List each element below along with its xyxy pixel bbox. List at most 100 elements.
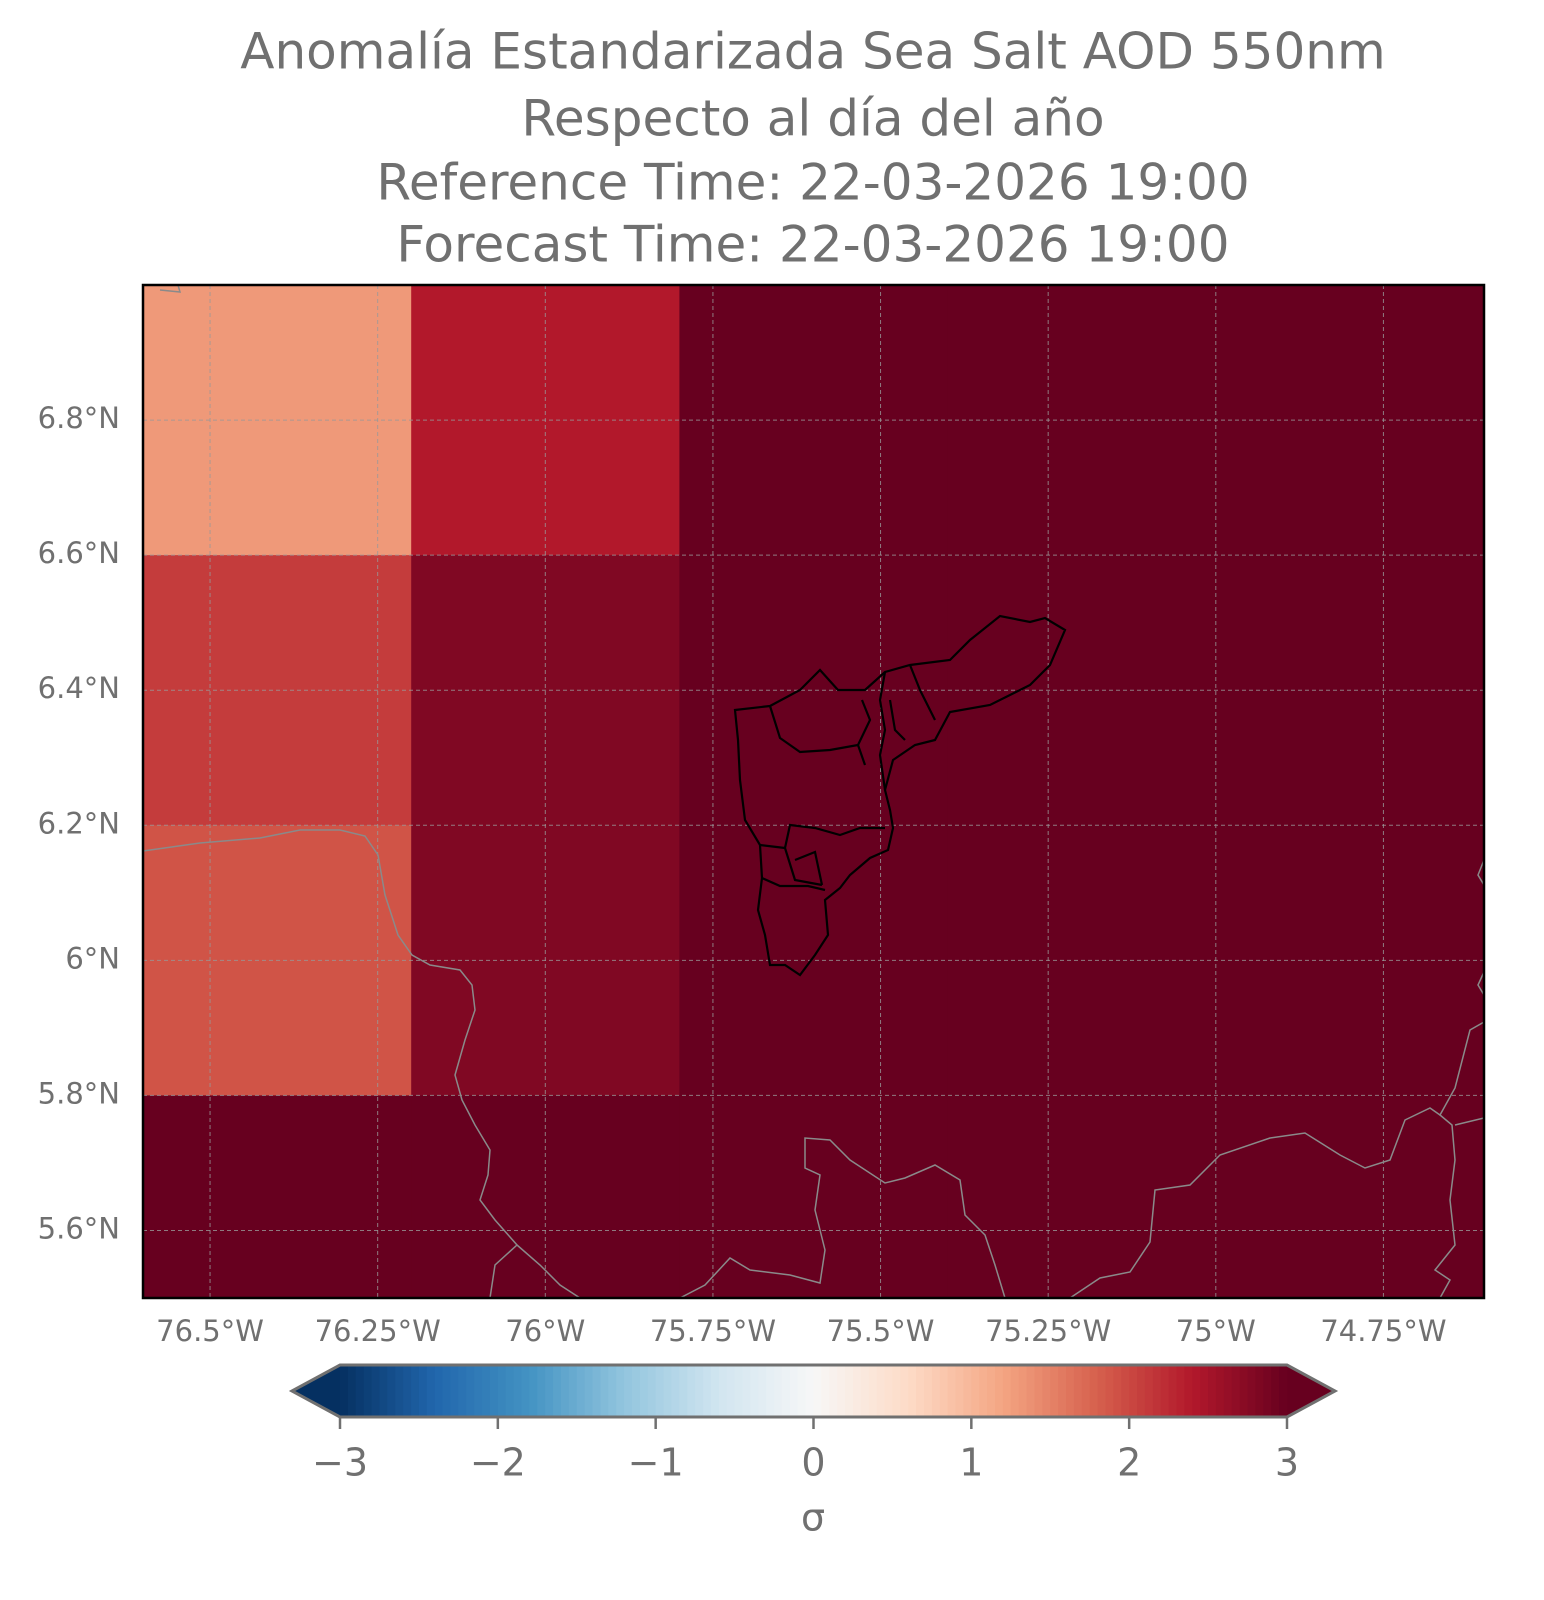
colorbar-step: [340, 1365, 349, 1417]
colorbar-step: [955, 1365, 965, 1417]
colorbar-tick-label: −1: [628, 1441, 684, 1485]
colorbar-tick-label: −3: [312, 1441, 368, 1485]
y-tick-label: 6.2°N: [38, 806, 120, 840]
x-tick-label: 75.25°W: [985, 1314, 1111, 1348]
coastline: [1477, 859, 1484, 996]
y-tick-label: 6.6°N: [38, 536, 120, 570]
colorbar-step: [553, 1365, 562, 1417]
colorbar-step: [616, 1365, 625, 1417]
colorbar-step: [639, 1365, 649, 1417]
colorbar-step: [568, 1365, 578, 1417]
colorbar-step: [1208, 1365, 1217, 1417]
colorbar-step: [426, 1365, 436, 1417]
colorbar-step: [837, 1365, 846, 1417]
colorbar-extend-high: [1287, 1365, 1335, 1417]
colorbar-step: [971, 1365, 980, 1417]
colorbar-step: [829, 1365, 838, 1417]
colorbar-step: [411, 1365, 420, 1417]
x-tick-label: 75.5°W: [827, 1314, 935, 1348]
colorbar-step: [395, 1365, 404, 1417]
colorbar-step: [1176, 1365, 1186, 1417]
border: [679, 1137, 1006, 1298]
colorbar-step: [403, 1365, 412, 1417]
colorbar-step: [1144, 1365, 1154, 1417]
colorbar-step: [703, 1365, 712, 1417]
colorbar-tick-label: 0: [801, 1441, 825, 1485]
colorbar-step: [450, 1365, 459, 1417]
colorbar-step: [995, 1365, 1004, 1417]
colorbar-step: [497, 1365, 507, 1417]
colorbar-step: [695, 1365, 704, 1417]
colorbar-step: [655, 1365, 665, 1417]
colorbar-step: [1271, 1365, 1280, 1417]
colorbar-step: [947, 1365, 957, 1417]
colorbar-step: [560, 1365, 570, 1417]
plot-frame: [141, 283, 1486, 1300]
colorbar-step: [766, 1365, 775, 1417]
border: [1069, 1021, 1484, 1298]
colorbar-step: [726, 1365, 736, 1417]
colorbar-step: [939, 1365, 949, 1417]
colorbar-step: [892, 1365, 901, 1417]
colorbar-step: [1081, 1365, 1091, 1417]
colorbar-step: [679, 1365, 688, 1417]
colorbar-step: [576, 1365, 586, 1417]
colorbar-step: [474, 1365, 483, 1417]
colorbar-step: [1231, 1365, 1241, 1417]
colorbar-step: [821, 1365, 830, 1417]
colorbar-step: [1279, 1365, 1288, 1417]
colorbar-step: [505, 1365, 515, 1417]
colorbar-step: [774, 1365, 783, 1417]
x-tick-label: 74.75°W: [1320, 1314, 1446, 1348]
title-line: Reference Time: 22-03-2026 19:00: [376, 154, 1249, 212]
border: [1454, 1117, 1484, 1126]
colorbar-step: [1026, 1365, 1036, 1417]
colorbar-step: [1168, 1365, 1178, 1417]
x-tick-label: 76.25°W: [315, 1314, 441, 1348]
colorbar-step: [529, 1365, 538, 1417]
x-tick-label: 76.5°W: [156, 1314, 264, 1348]
colorbar-step: [1129, 1365, 1138, 1417]
colorbar-step: [805, 1365, 815, 1417]
colorbar-step: [900, 1365, 909, 1417]
colorbar-step: [923, 1365, 933, 1417]
colorbar-tick-label: 2: [1117, 1441, 1141, 1485]
colorbar-step: [750, 1365, 759, 1417]
colorbar-step: [1097, 1365, 1107, 1417]
colorbar-step: [624, 1365, 633, 1417]
colorbar-step: [434, 1365, 444, 1417]
colorbar-step: [1002, 1365, 1012, 1417]
colorbar-step: [1137, 1365, 1146, 1417]
colorbar-step: [1105, 1365, 1114, 1417]
colorbar-step: [363, 1365, 373, 1417]
colorbar-step: [789, 1365, 799, 1417]
y-tick-label: 6°N: [65, 941, 120, 975]
colorbar-step: [1066, 1365, 1075, 1417]
colorbar-step: [1073, 1365, 1083, 1417]
colorbar-step: [671, 1365, 680, 1417]
colorbar-tick-label: −2: [470, 1441, 526, 1485]
colorbar-extend-low: [292, 1365, 340, 1417]
colorbar-step: [1018, 1365, 1028, 1417]
colorbar-step: [371, 1365, 381, 1417]
colorbar-step: [687, 1365, 696, 1417]
colorbar-step: [1058, 1365, 1067, 1417]
colorbar-step: [987, 1365, 996, 1417]
colorbar-step: [442, 1365, 452, 1417]
colorbar-step: [1215, 1365, 1225, 1417]
colorbar-step: [1247, 1365, 1257, 1417]
x-tick-label: 76°W: [505, 1314, 585, 1348]
coastline: [143, 829, 519, 1298]
colorbar-step: [1192, 1365, 1201, 1417]
border: [1433, 1114, 1456, 1298]
colorbar-step: [734, 1365, 744, 1417]
colorbar-tick-label: 1: [959, 1441, 983, 1485]
department-border: [759, 823, 885, 892]
colorbar-step: [1160, 1365, 1170, 1417]
colorbar-step: [758, 1365, 767, 1417]
y-tick-label: 6.8°N: [38, 401, 120, 435]
colorbar-step: [1152, 1365, 1162, 1417]
colorbar-step: [813, 1365, 822, 1417]
x-tick-label: 75.75°W: [650, 1314, 776, 1348]
